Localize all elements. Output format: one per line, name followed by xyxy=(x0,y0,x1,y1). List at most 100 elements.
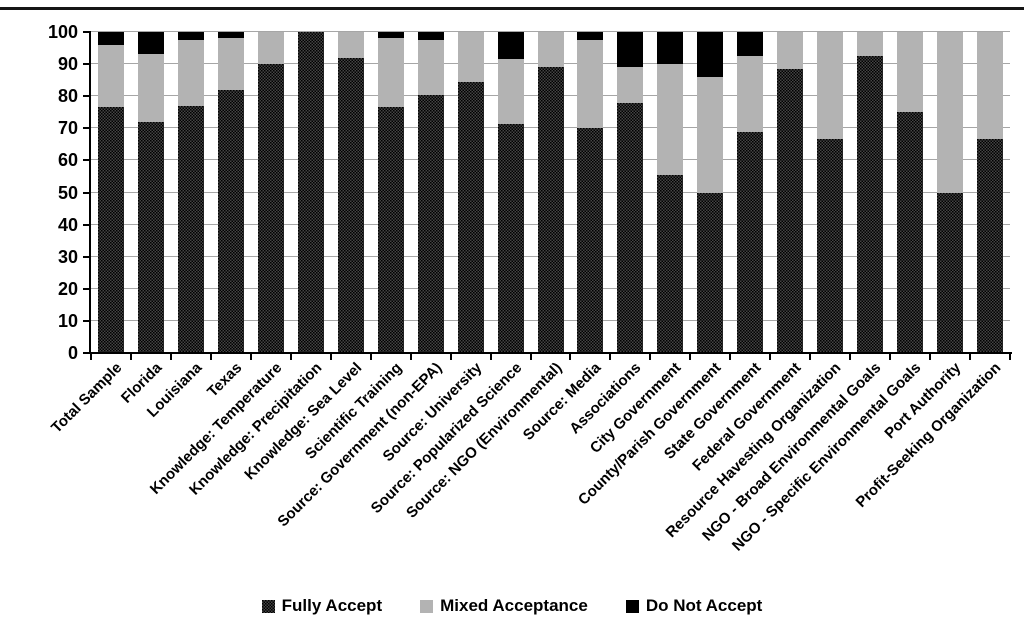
legend-label-do-not-accept: Do Not Accept xyxy=(645,596,763,615)
segment-fully-accept xyxy=(217,89,244,353)
legend-label-mixed-acceptance: Mixed Acceptance xyxy=(440,596,588,615)
segment-mixed-acceptance xyxy=(417,40,444,95)
segment-mixed-acceptance xyxy=(257,32,284,65)
legend-label-fully-accept: Fully Accept xyxy=(281,596,383,615)
y-axis-tick-label: 100 xyxy=(47,22,78,42)
y-axis-tick xyxy=(83,352,90,354)
bar-resource-havesting-organization xyxy=(817,32,844,353)
x-axis-tick xyxy=(1009,354,1011,360)
segment-fully-accept xyxy=(257,64,284,353)
segment-fully-accept xyxy=(537,67,564,353)
segment-do-not-accept xyxy=(137,32,164,55)
x-axis-tick xyxy=(90,354,92,360)
segment-mixed-acceptance xyxy=(937,32,964,193)
segment-fully-accept xyxy=(657,174,684,353)
segment-fully-accept xyxy=(737,131,764,353)
x-axis-tick xyxy=(929,354,932,360)
y-axis-tick-label: 30 xyxy=(57,246,78,267)
y-axis-tick-label: 60 xyxy=(57,150,78,171)
segment-mixed-acceptance xyxy=(377,38,404,108)
segment-mixed-acceptance xyxy=(897,32,924,113)
segment-fully-accept xyxy=(977,138,1004,353)
segment-do-not-accept xyxy=(217,32,244,39)
segment-mixed-acceptance xyxy=(457,32,484,82)
x-axis-line xyxy=(89,352,1012,354)
y-axis-tick-label: 0 xyxy=(67,343,78,363)
bar-source-popularized-science xyxy=(497,32,524,353)
y-axis-tick xyxy=(83,95,90,98)
bar-source-government-non-epa xyxy=(417,32,444,353)
x-axis-tick xyxy=(369,354,372,360)
bar-total-sample xyxy=(97,32,124,353)
x-axis-tick xyxy=(889,354,892,360)
segment-do-not-accept xyxy=(697,32,724,77)
x-axis-tick xyxy=(969,354,972,360)
x-axis-tick xyxy=(809,354,812,360)
segment-mixed-acceptance xyxy=(857,32,884,57)
bar-ngo-specific-environmental-goals xyxy=(897,32,924,353)
bar-profit-seeking-organization xyxy=(977,32,1004,353)
bar-florida xyxy=(137,32,164,353)
segment-fully-accept xyxy=(897,112,924,353)
segment-fully-accept xyxy=(97,107,124,353)
segment-do-not-accept xyxy=(97,32,124,45)
x-axis-tick xyxy=(129,354,132,360)
bar-port-authority xyxy=(937,32,964,353)
segment-mixed-acceptance xyxy=(977,32,1004,139)
segment-fully-accept xyxy=(857,56,884,353)
y-axis-tick xyxy=(83,287,90,290)
segment-fully-accept xyxy=(697,192,724,353)
segment-do-not-accept xyxy=(417,32,444,41)
x-axis-tick xyxy=(569,354,572,360)
y-axis-tick-label: 90 xyxy=(57,54,78,75)
segment-mixed-acceptance xyxy=(137,54,164,122)
segment-mixed-acceptance xyxy=(777,32,804,69)
segment-mixed-acceptance xyxy=(657,64,684,175)
bar-source-ngo-environmental xyxy=(537,32,564,353)
segment-do-not-accept xyxy=(737,32,764,57)
bar-texas xyxy=(217,32,244,353)
bar-knowledge-precipitation xyxy=(297,32,324,353)
bar-source-media xyxy=(577,32,604,353)
segment-fully-accept xyxy=(417,94,444,353)
segment-mixed-acceptance xyxy=(697,76,724,193)
bar-source-university xyxy=(457,32,484,353)
bar-louisiana xyxy=(177,32,204,353)
y-axis-tick-label: 40 xyxy=(57,214,78,235)
legend-swatch-fully-accept xyxy=(261,599,275,613)
segment-do-not-accept xyxy=(497,32,524,60)
x-axis-tick xyxy=(449,354,452,360)
bar-ngo-broad-environmental-goals xyxy=(857,32,884,353)
bar-county-parish-government xyxy=(697,32,724,353)
segment-fully-accept xyxy=(617,102,644,353)
y-axis-tick-label: 10 xyxy=(57,310,78,331)
y-axis-tick xyxy=(83,319,90,322)
y-axis-line xyxy=(89,31,91,354)
segment-do-not-accept xyxy=(617,32,644,68)
segment-fully-accept xyxy=(577,128,604,353)
x-axis-tick xyxy=(609,354,612,360)
bar-associations xyxy=(617,32,644,353)
y-axis-tick xyxy=(83,63,90,66)
segment-mixed-acceptance xyxy=(577,40,604,129)
y-axis-tick-label: 20 xyxy=(57,278,78,299)
x-axis-tick xyxy=(729,354,732,360)
segment-mixed-acceptance xyxy=(737,56,764,132)
y-axis-tick-label: 50 xyxy=(57,182,78,203)
bar-state-government xyxy=(737,32,764,353)
segment-do-not-accept xyxy=(177,32,204,41)
x-axis-tick xyxy=(689,354,692,360)
segment-do-not-accept xyxy=(657,32,684,65)
segment-do-not-accept xyxy=(577,32,604,41)
legend-swatch-do-not-accept xyxy=(625,599,639,613)
legend-item-do-not-accept: Do Not Accept xyxy=(625,596,763,616)
segment-fully-accept xyxy=(177,105,204,353)
segment-mixed-acceptance xyxy=(177,40,204,106)
segment-fully-accept xyxy=(937,192,964,353)
segment-mixed-acceptance xyxy=(817,32,844,139)
y-axis-tick xyxy=(83,255,90,258)
bar-knowledge-sea-level xyxy=(337,32,364,353)
y-axis-tick xyxy=(83,159,90,162)
y-axis-tick-label: 80 xyxy=(57,86,78,107)
legend-swatch-mixed-acceptance xyxy=(420,599,434,613)
